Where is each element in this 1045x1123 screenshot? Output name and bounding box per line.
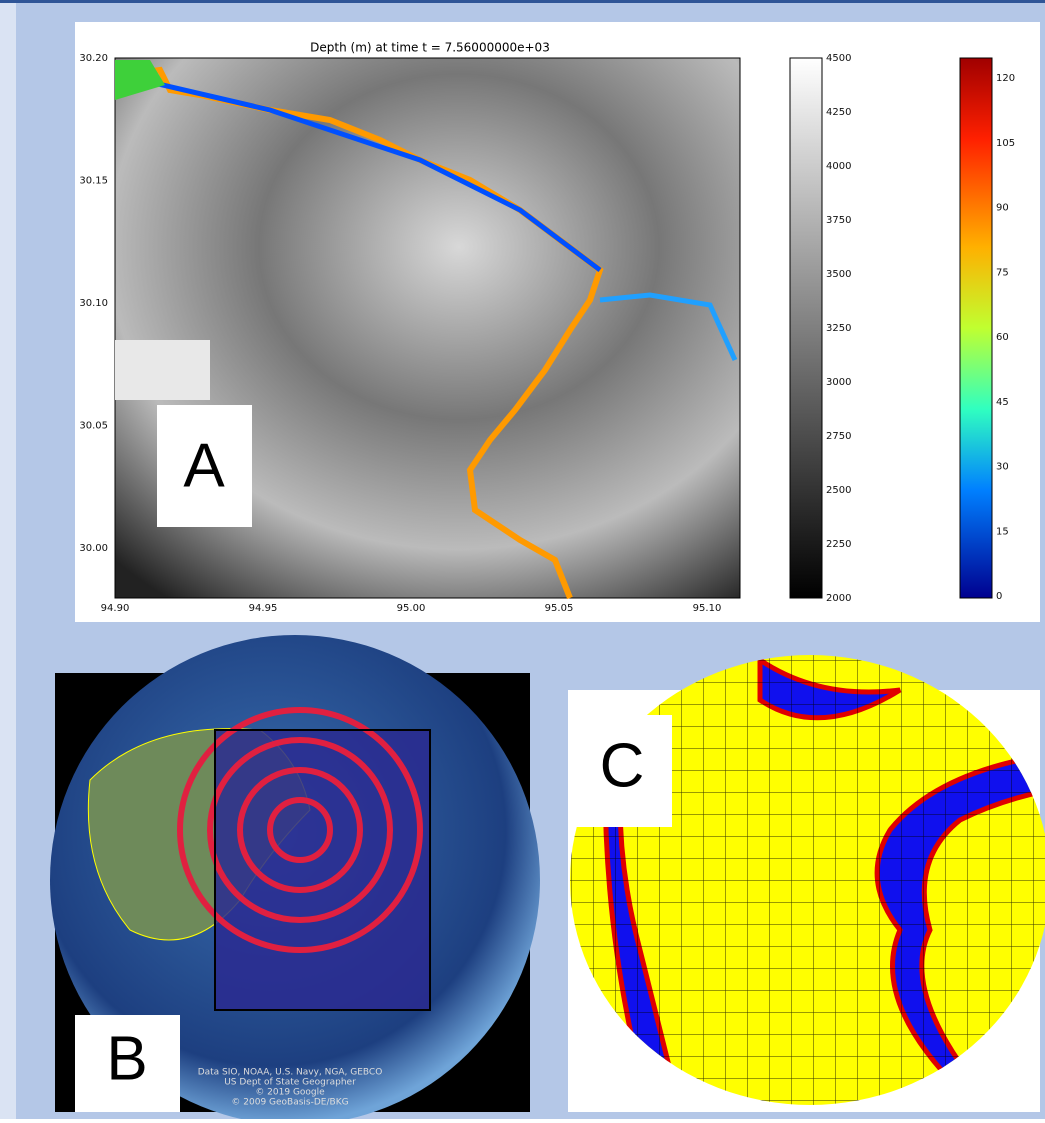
y-tick-label: 30.15: [79, 176, 108, 187]
x-tick-label: 95.05: [545, 603, 574, 614]
credit-line: Data SIO, NOAA, U.S. Navy, NGA, GEBCO: [198, 1068, 383, 1078]
colorbar-label: 0: [996, 591, 1002, 602]
colorbar-label: 4250: [826, 107, 851, 118]
colorbar-label: 75: [996, 267, 1009, 278]
colorbar-label: 15: [996, 526, 1009, 537]
colorbar-label: 2500: [826, 485, 851, 496]
plot-title: Depth (m) at time t = 7.56000000e+03: [310, 41, 550, 55]
colorbar-label: 45: [996, 397, 1009, 408]
colorbar-label: 3000: [826, 377, 851, 388]
x-tick-label: 94.95: [249, 603, 278, 614]
colorbar-label: 90: [996, 203, 1009, 214]
y-tick-label: 30.10: [79, 298, 108, 309]
credit-line: US Dept of State Geographer: [224, 1078, 356, 1088]
top-border: [0, 0, 1045, 3]
y-tick-label: 30.05: [79, 421, 108, 432]
colorbar-label: 3500: [826, 269, 851, 280]
panel-label: C: [600, 731, 645, 800]
panel-label: B: [106, 1024, 147, 1093]
colorbar-label: 3250: [826, 323, 851, 334]
elevation-colorbar: [790, 58, 822, 598]
colorbar-label: 3750: [826, 215, 851, 226]
colorbar-label: 4500: [826, 53, 851, 64]
panel-c: C: [560, 650, 1045, 1119]
x-tick-label: 95.10: [693, 603, 722, 614]
credit-line: © 2019 Google: [255, 1088, 325, 1098]
x-tick-label: 94.90: [101, 603, 130, 614]
colorbar-label: 60: [996, 332, 1009, 343]
y-tick-label: 30.20: [79, 53, 108, 64]
panel-b: B Data SIO, NOAA, U.S. Navy, NGA, GEBCOU…: [50, 635, 540, 1119]
colorbar-label: 30: [996, 462, 1009, 473]
colorbar-label: 4000: [826, 161, 851, 172]
panel-label: A: [183, 431, 225, 500]
colorbar-label: 2250: [826, 539, 851, 550]
colorbar-label: 105: [996, 138, 1015, 149]
side-strip: [0, 3, 16, 1119]
figure: Depth (m) at time t = 7.56000000e+03 A 9…: [0, 0, 1045, 1119]
y-tick-label: 30.00: [79, 543, 108, 554]
terrain-block: [115, 340, 210, 400]
colorbar-label: 120: [996, 73, 1015, 84]
credit-line: © 2009 GeoBasis-DE/BKG: [231, 1098, 348, 1108]
x-tick-label: 95.00: [397, 603, 426, 614]
colorbar-label: 2000: [826, 593, 851, 604]
colorbar-label: 2750: [826, 431, 851, 442]
panel-a: Depth (m) at time t = 7.56000000e+03 A 9…: [75, 22, 1040, 622]
page: Depth (m) at time t = 7.56000000e+03 A 9…: [0, 0, 1045, 1119]
depth-colorbar: [960, 58, 992, 598]
